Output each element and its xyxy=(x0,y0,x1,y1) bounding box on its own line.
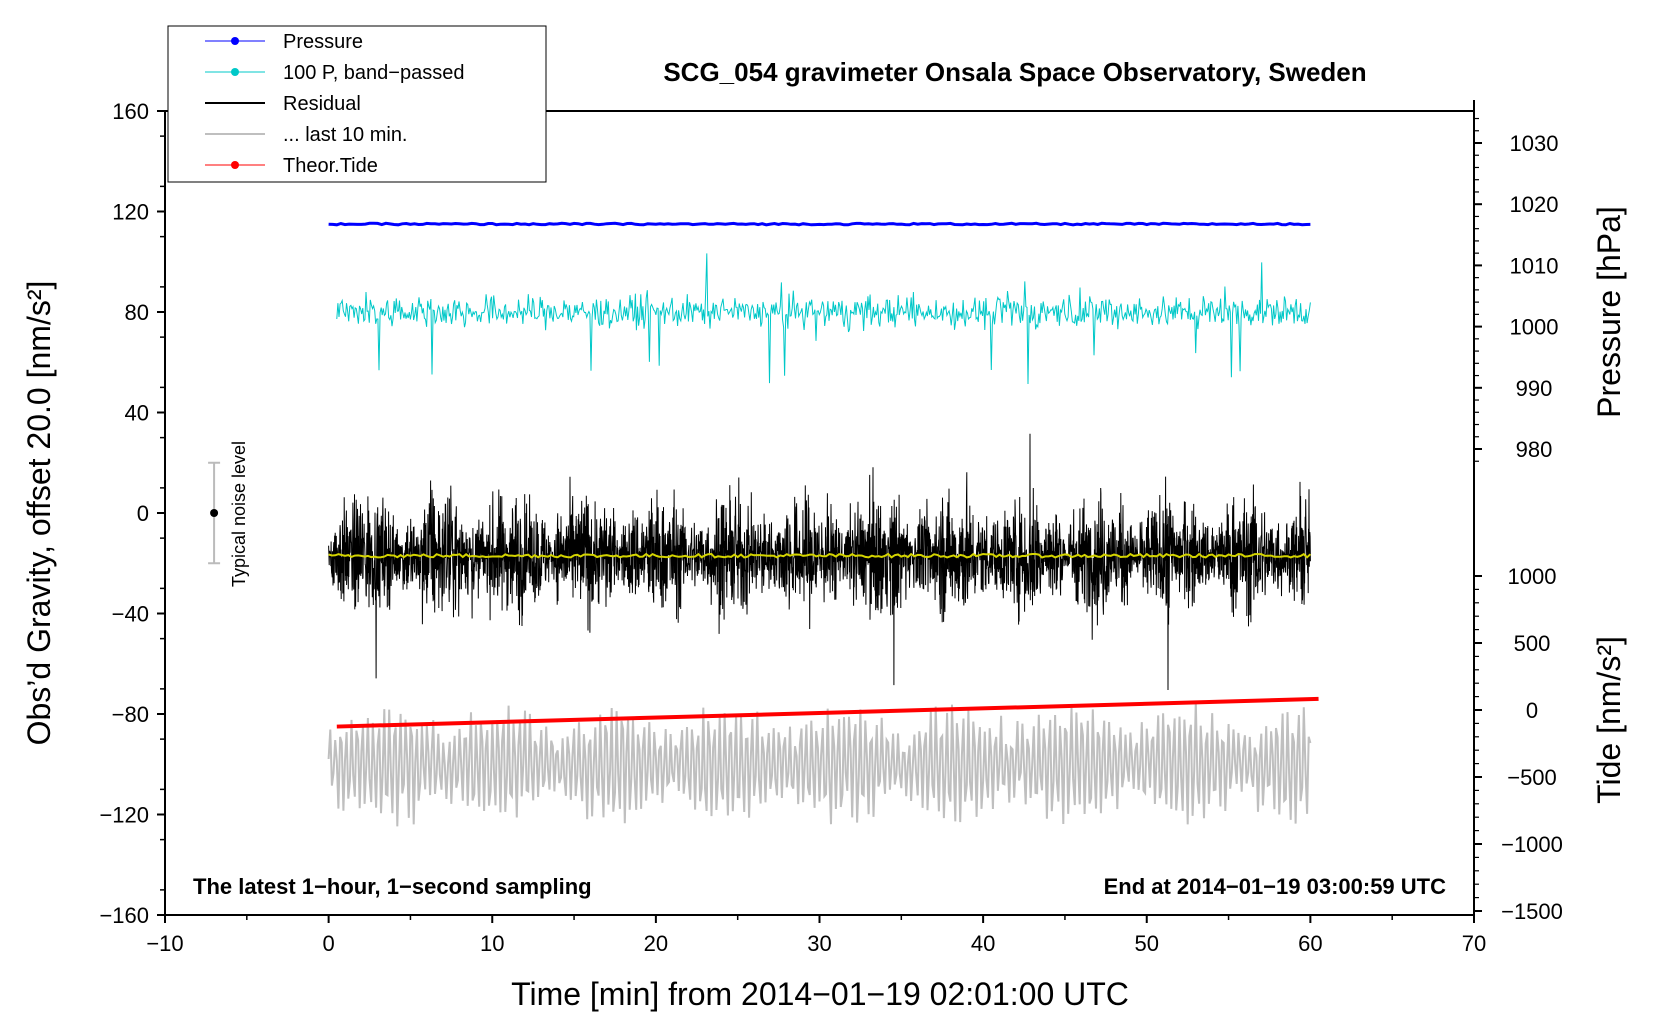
legend-label: ... last 10 min. xyxy=(283,124,408,146)
pressure-axis-title: Pressure [hPa] xyxy=(1591,206,1627,418)
series-band-passed xyxy=(336,253,1311,385)
tide-tick-label: −1000 xyxy=(1501,832,1563,857)
y-axis-title: Obs’d Gravity, offset 20.0 [nm/s²] xyxy=(21,281,57,746)
legend-label: 100 P, band−passed xyxy=(283,62,464,84)
y-tick-label: 0 xyxy=(137,501,149,526)
series-layer xyxy=(327,221,1319,827)
y-tick-label: 80 xyxy=(125,300,149,325)
y-tick-label: 40 xyxy=(125,401,149,426)
x-tick-label: 10 xyxy=(480,931,504,956)
pressure-axis-ticks: 1030 1020 1010 1000 990 980 xyxy=(1473,100,1559,462)
pressure-tick-label: 1010 xyxy=(1510,253,1559,278)
y-tick-label: 160 xyxy=(112,99,149,124)
legend-label: Theor.Tide xyxy=(283,155,378,177)
x-tick-label: −10 xyxy=(146,931,183,956)
x-tick-label: 20 xyxy=(644,931,668,956)
tide-tick-label: −1500 xyxy=(1501,899,1563,924)
legend-marker xyxy=(231,161,239,169)
legend-marker xyxy=(231,37,239,45)
series-residual-mean xyxy=(328,552,1312,559)
x-axis-title: Time [min] from 2014−01−19 02:01:00 UTC xyxy=(511,976,1129,1012)
legend-marker xyxy=(231,68,239,76)
x-axis-ticks: −10 0 10 20 30 40 50 60 70 xyxy=(146,915,1486,956)
legend-label: Residual xyxy=(283,93,361,115)
series-pressure xyxy=(328,221,1311,227)
tide-tick-label: 500 xyxy=(1514,631,1551,656)
pressure-tick-label: 1000 xyxy=(1510,315,1559,340)
y-tick-label: −80 xyxy=(112,702,149,727)
pressure-tick-label: 1020 xyxy=(1510,192,1559,217)
x-tick-label: 0 xyxy=(323,931,335,956)
y-tick-label: −120 xyxy=(99,803,149,828)
tide-axis-ticks: 1000 500 0 −500 −1000 −1500 xyxy=(1474,564,1563,924)
legend-label: Pressure xyxy=(283,31,363,53)
series-residual xyxy=(328,433,1311,691)
series-last-10-min xyxy=(327,700,1312,827)
chart-title: SCG_054 gravimeter Onsala Space Observat… xyxy=(663,57,1366,87)
pressure-tick-label: 1030 xyxy=(1510,131,1559,156)
pressure-tick-label: 990 xyxy=(1516,376,1553,401)
x-tick-label: 40 xyxy=(971,931,995,956)
x-tick-label: 60 xyxy=(1298,931,1322,956)
y-tick-label: −160 xyxy=(99,903,149,928)
x-tick-label: 50 xyxy=(1135,931,1159,956)
legend: Pressure 100 P, band−passed Residual ... la… xyxy=(205,31,464,177)
tide-tick-label: 1000 xyxy=(1508,564,1557,589)
noise-level-label: Typical noise level xyxy=(229,441,249,587)
noise-level-indicator: Typical noise level xyxy=(208,441,249,587)
end-time-note: End at 2014−01−19 03:00:59 UTC xyxy=(1104,874,1447,899)
y-tick-label: −40 xyxy=(112,602,149,627)
tide-axis-title: Tide [nm/s²] xyxy=(1591,636,1627,804)
pressure-tick-label: 980 xyxy=(1516,437,1553,462)
y-tick-label: 120 xyxy=(112,200,149,225)
series-theoretical-tide xyxy=(336,696,1319,729)
sampling-note: The latest 1−hour, 1−second sampling xyxy=(193,874,592,899)
x-tick-label: 30 xyxy=(807,931,831,956)
noise-center-dot xyxy=(210,509,219,517)
tide-tick-label: 0 xyxy=(1526,698,1538,723)
y-axis-ticks: 160 120 80 40 0 −40 −80 −120 −160 xyxy=(99,99,165,928)
x-tick-label: 70 xyxy=(1462,931,1486,956)
tide-tick-label: −500 xyxy=(1507,765,1557,790)
